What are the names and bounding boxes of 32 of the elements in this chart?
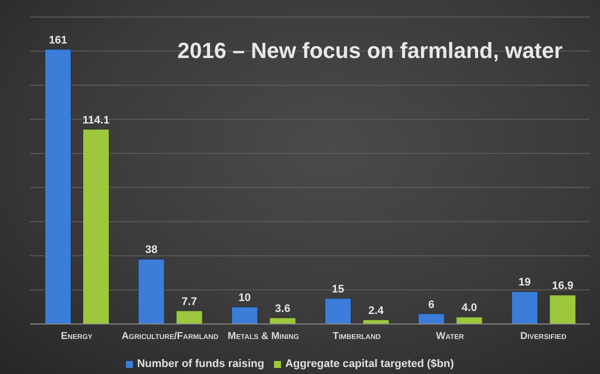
legend-label: Aggregate capital targeted ($bn) bbox=[285, 358, 454, 370]
data-label: 15 bbox=[332, 283, 344, 296]
x-tick-label: Diversified bbox=[520, 331, 566, 342]
bar bbox=[176, 310, 203, 324]
data-label: 10 bbox=[238, 292, 251, 304]
bar bbox=[549, 294, 576, 324]
x-tick-label: Metals & Mining bbox=[228, 331, 300, 342]
data-label: 4.0 bbox=[462, 302, 477, 314]
x-tick-label: Water bbox=[436, 331, 464, 342]
data-label: 19 bbox=[518, 276, 531, 289]
bar bbox=[138, 258, 165, 324]
bar bbox=[44, 48, 72, 324]
bar bbox=[82, 128, 110, 324]
bar bbox=[418, 313, 445, 324]
data-label: 161 bbox=[48, 34, 68, 46]
bar bbox=[456, 316, 483, 324]
data-label: 3.6 bbox=[275, 302, 290, 315]
bar bbox=[269, 317, 296, 324]
x-tick-label: Energy bbox=[60, 331, 93, 342]
x-tick-label: Timberland bbox=[332, 331, 381, 342]
text: 2016 – New focus on farmland, water bbox=[176, 38, 564, 64]
x-tick-label: Agriculture/Farmland bbox=[122, 331, 218, 342]
bar bbox=[231, 306, 258, 324]
data-label: 38 bbox=[145, 244, 158, 256]
bar bbox=[511, 291, 538, 324]
data-label: 114.1 bbox=[82, 114, 110, 126]
data-label: 2.4 bbox=[368, 304, 385, 317]
bar bbox=[324, 298, 352, 324]
data-label: 16.9 bbox=[552, 280, 574, 292]
data-label: 7.7 bbox=[182, 296, 197, 308]
legend-label: Number of funds raising bbox=[137, 358, 264, 370]
data-label: 6 bbox=[428, 298, 434, 311]
